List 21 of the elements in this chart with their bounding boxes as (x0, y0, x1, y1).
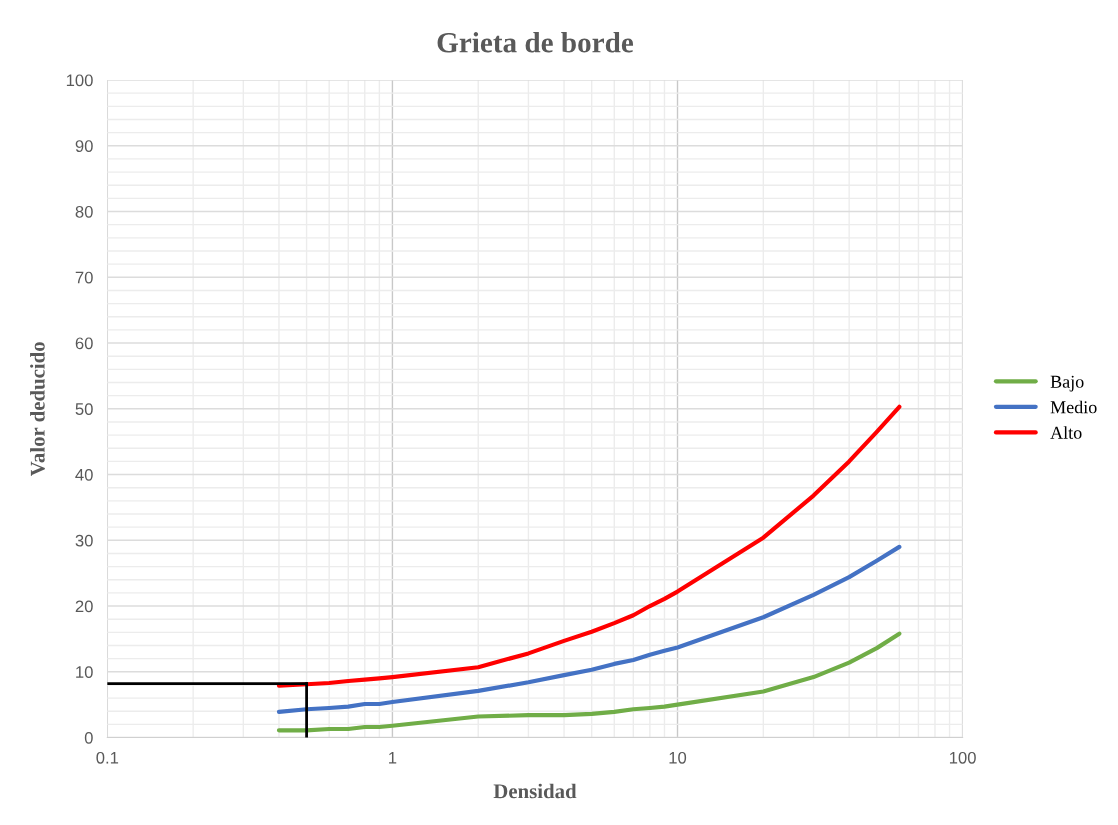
legend-label: Bajo (1050, 375, 1084, 392)
y-tick-label: 30 (75, 534, 93, 547)
y-tick-label: 70 (75, 271, 93, 284)
y-tick-label: 100 (66, 74, 93, 87)
y-tick-label: 90 (75, 140, 93, 152)
y-tick-label: 20 (75, 600, 93, 613)
legend-label: Medio (1050, 400, 1097, 414)
x-tick-label: 10 (669, 751, 687, 764)
y-tick-label: 80 (75, 205, 93, 218)
legend-label: Alto (1050, 426, 1082, 439)
y-axis-title: Valor deducido (30, 342, 45, 476)
y-tick-label: 40 (75, 468, 93, 481)
y-tick-label: 10 (76, 666, 93, 678)
chart-title: Grieta de borde (437, 32, 634, 53)
x-tick-label: 100 (949, 751, 976, 764)
y-tick-label: 50 (75, 403, 93, 415)
y-tick-label: 60 (75, 337, 93, 350)
x-axis-title: Densidad (493, 783, 577, 799)
y-tick-label: 0 (84, 731, 93, 744)
x-tick-label: 1 (389, 752, 397, 764)
x-tick-label: 0.1 (96, 751, 119, 764)
